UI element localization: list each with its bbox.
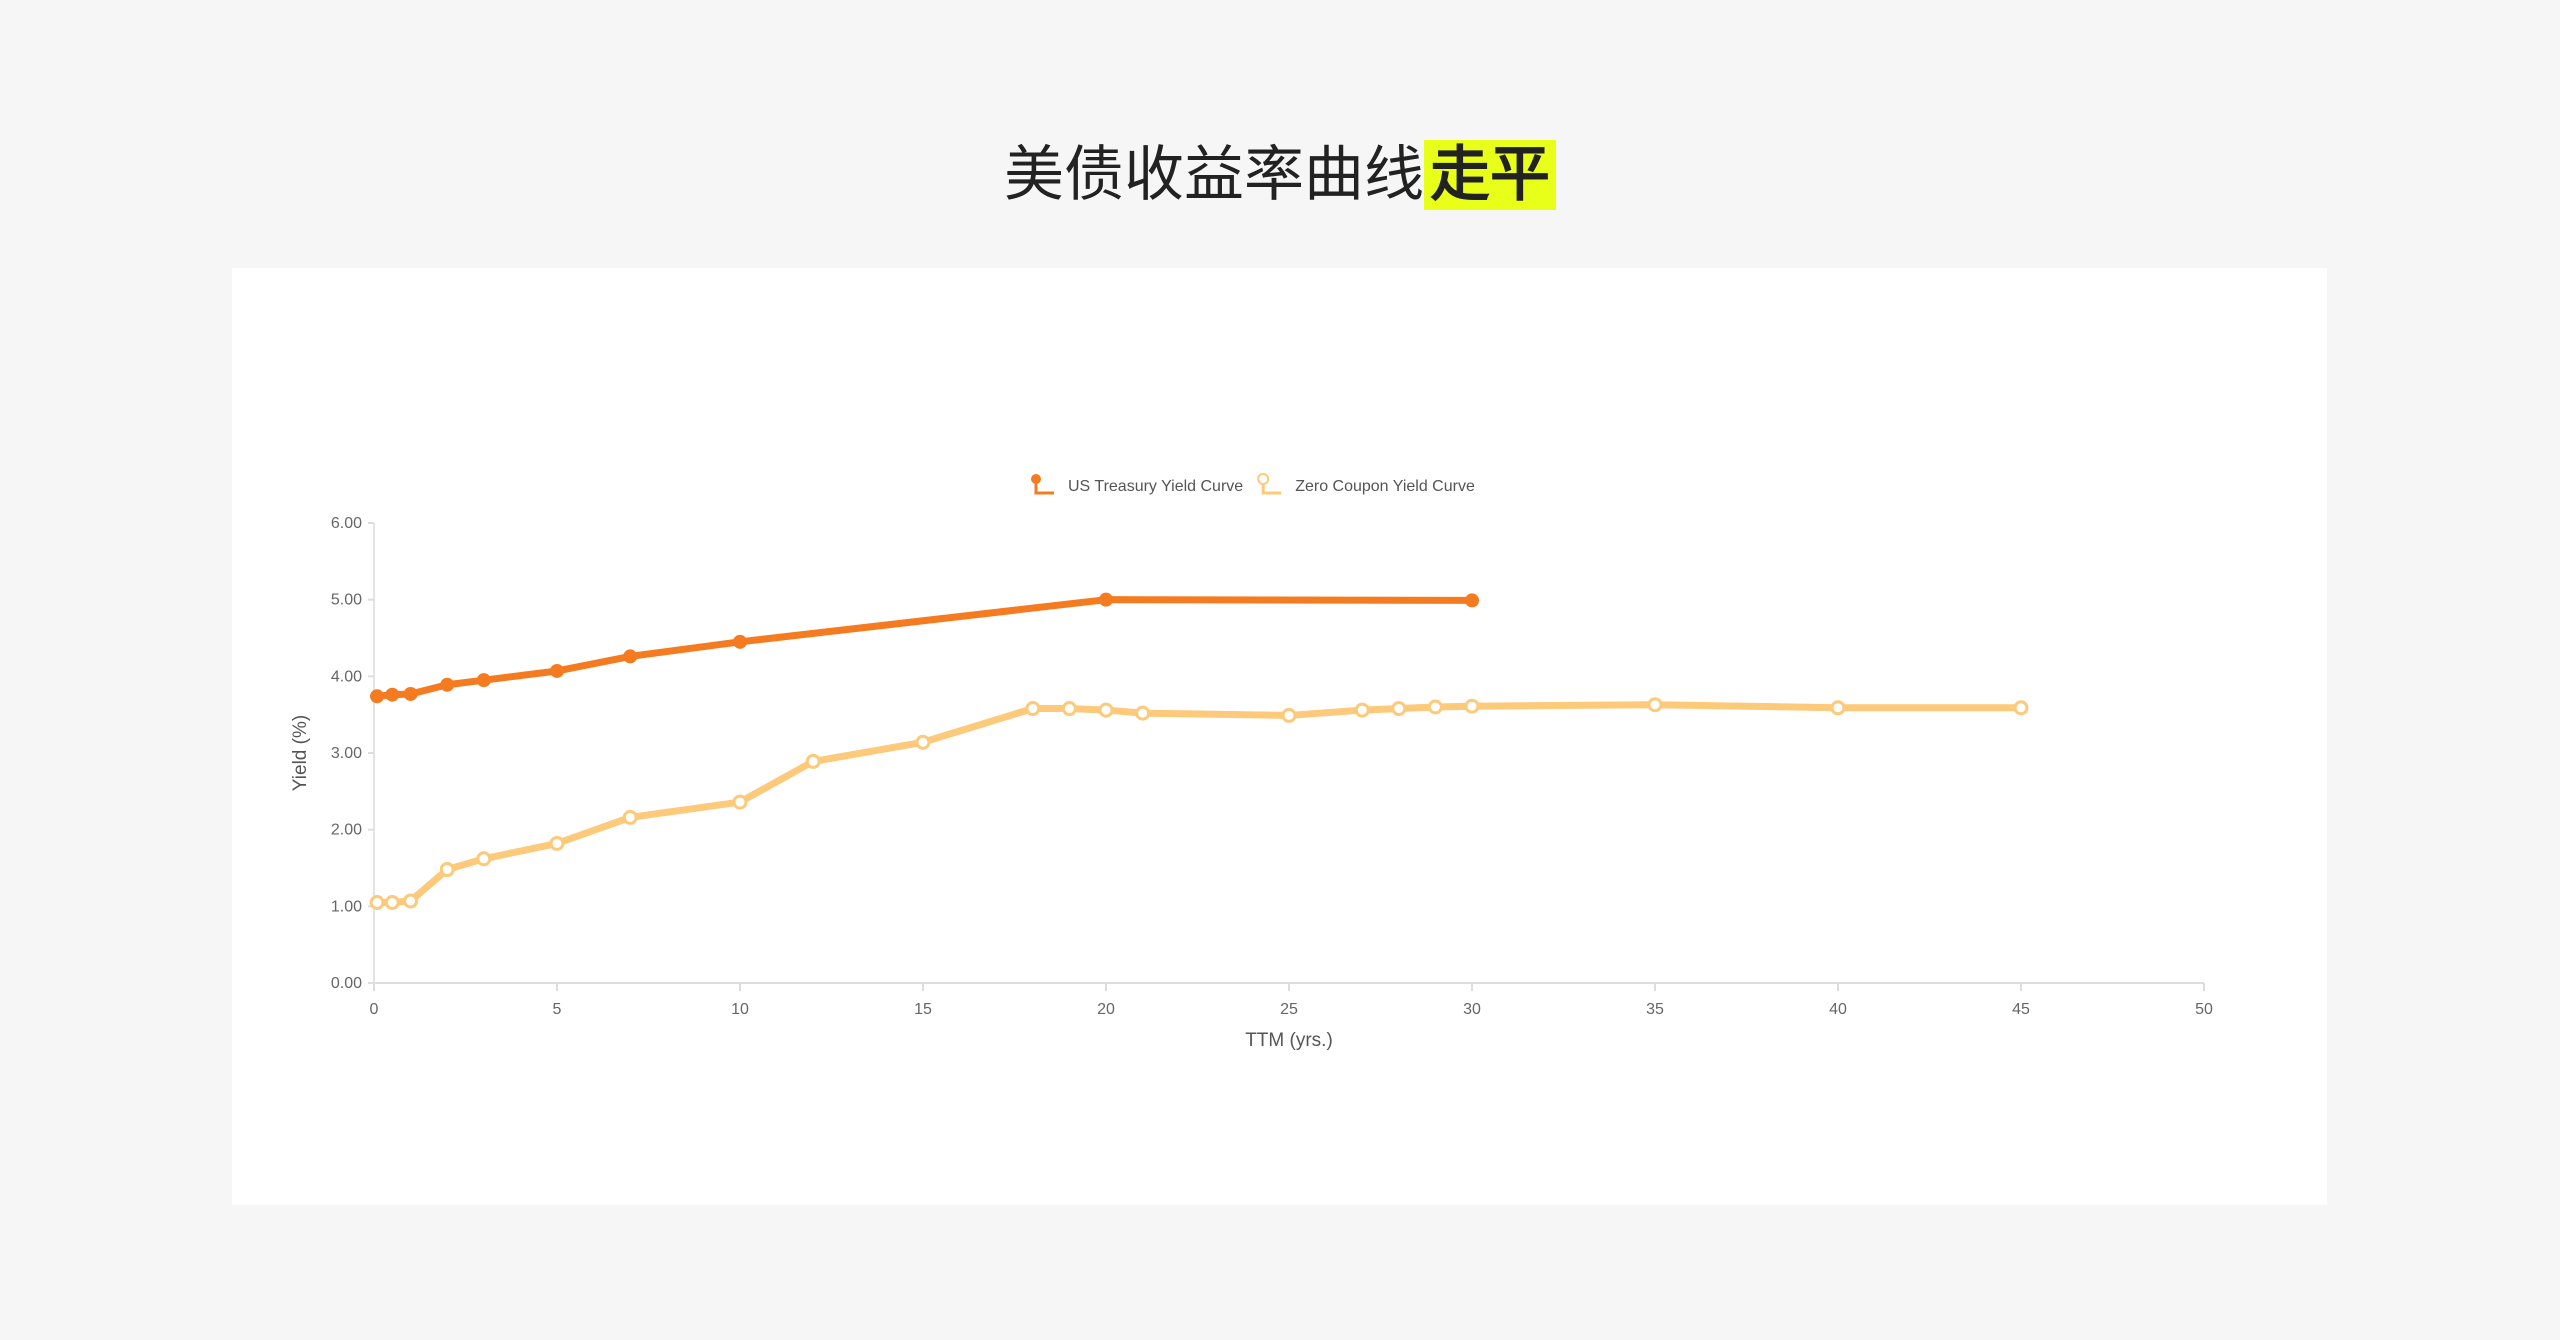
data-point <box>805 753 821 769</box>
data-point <box>1061 701 1077 717</box>
legend-marker-icon <box>1257 473 1270 485</box>
data-point <box>1099 592 1113 607</box>
data-point <box>476 673 491 688</box>
x-tick-label: 35 <box>1646 1001 1664 1018</box>
legend-label: Zero Coupon Yield Curve <box>1295 478 1475 495</box>
chart-card <box>232 268 2327 1205</box>
data-point <box>732 794 748 810</box>
data-point <box>1354 702 1370 718</box>
y-tick-label: 1.00 <box>331 898 362 915</box>
x-tick-label: 30 <box>1463 1001 1481 1018</box>
x-tick-label: 25 <box>1280 1001 1298 1018</box>
data-point <box>1427 699 1443 715</box>
data-point <box>1281 707 1297 723</box>
y-tick-label: 3.00 <box>331 745 362 762</box>
data-point <box>1647 697 1663 713</box>
x-tick-label: 40 <box>1829 1001 1847 1018</box>
data-point <box>476 851 492 867</box>
data-point <box>403 686 418 701</box>
series-line <box>373 596 1476 700</box>
data-point <box>1465 593 1479 608</box>
x-tick-label: 5 <box>553 1001 562 1018</box>
x-tick-label: 45 <box>2012 1001 2030 1018</box>
series-line <box>373 701 2025 906</box>
data-point <box>1464 698 1480 714</box>
x-axis-title: TTM (yrs.) <box>1245 1030 1333 1051</box>
x-tick-label: 10 <box>731 1001 749 1018</box>
y-tick-label: 6.00 <box>331 515 362 532</box>
data-point <box>440 677 455 692</box>
data-point <box>549 835 565 851</box>
data-point <box>439 862 455 878</box>
data-point <box>370 689 385 704</box>
data-point <box>733 634 747 649</box>
x-tick-label: 50 <box>2195 1001 2213 1018</box>
legend-marker-icon <box>1031 474 1041 484</box>
x-tick-label: 20 <box>1097 1001 1115 1018</box>
x-tick-label: 0 <box>370 1001 379 1018</box>
data-point <box>403 893 419 909</box>
title-highlight: 走平 <box>1424 140 1556 210</box>
data-point <box>622 809 638 825</box>
y-tick-label: 0.00 <box>331 975 362 992</box>
data-point <box>385 687 400 702</box>
x-tick-label: 15 <box>914 1001 932 1018</box>
data-point <box>369 895 385 910</box>
data-point <box>384 895 400 910</box>
data-point <box>2013 700 2029 716</box>
page-title: 美债收益率曲线 走平 <box>0 130 2560 220</box>
y-tick-label: 4.00 <box>331 668 362 685</box>
y-tick-label: 5.00 <box>331 592 362 609</box>
data-point <box>915 734 931 750</box>
data-point <box>1135 705 1151 721</box>
y-tick-label: 2.00 <box>331 822 362 839</box>
y-axis-title: Yield (%) <box>290 715 311 791</box>
data-point <box>1098 702 1114 718</box>
data-point <box>1391 701 1407 717</box>
legend-label: US Treasury Yield Curve <box>1068 478 1243 495</box>
data-point <box>623 649 638 664</box>
data-point <box>1025 701 1041 717</box>
data-point <box>550 663 564 678</box>
data-point <box>1830 700 1846 716</box>
title-main: 美债收益率曲线 <box>1004 140 1424 210</box>
